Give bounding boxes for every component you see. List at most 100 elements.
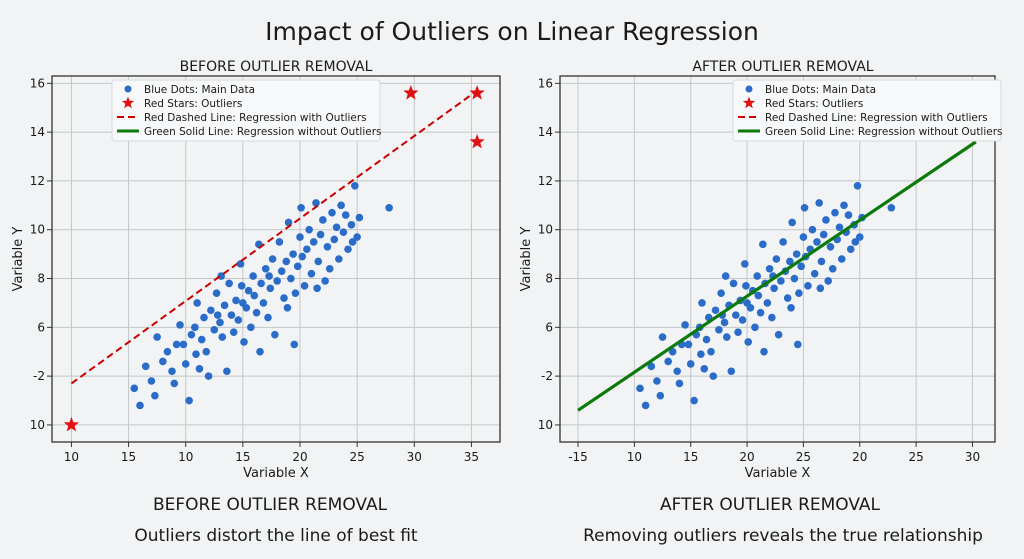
data-point xyxy=(236,260,245,268)
data-point xyxy=(355,213,364,222)
legend-label: Red Dashed Line: Regression with Outlier… xyxy=(765,112,988,124)
y-tick-label: 10 xyxy=(538,418,553,432)
data-point xyxy=(282,257,291,266)
data-point xyxy=(330,235,339,244)
data-point xyxy=(185,396,193,405)
data-point xyxy=(321,277,329,285)
y-tick-label: 14 xyxy=(538,125,553,139)
data-point xyxy=(799,233,808,241)
data-point xyxy=(751,323,759,332)
data-point xyxy=(170,379,179,388)
data-point xyxy=(192,350,200,358)
data-point xyxy=(273,277,281,285)
x-tick-label: 30 xyxy=(965,450,980,464)
data-point xyxy=(786,257,794,266)
legend-label: Red Stars: Outliers xyxy=(765,98,863,110)
x-axis-label: Variable X xyxy=(243,466,309,481)
data-point xyxy=(210,325,219,334)
y-tick-label: 14 xyxy=(30,125,45,139)
data-point xyxy=(232,296,240,305)
legend-label: Blue Dots: Main Data xyxy=(765,84,876,96)
data-point xyxy=(163,347,172,356)
data-point xyxy=(195,365,204,373)
data-point xyxy=(264,313,272,322)
data-point xyxy=(700,365,709,373)
data-point xyxy=(252,308,261,317)
data-point xyxy=(153,333,161,341)
data-point xyxy=(793,340,802,349)
data-point xyxy=(756,308,765,317)
x-tick-label: 15 xyxy=(235,450,250,464)
data-point xyxy=(828,264,837,273)
data-point xyxy=(727,367,736,376)
data-point xyxy=(234,316,243,324)
data-point xyxy=(853,182,862,190)
data-point xyxy=(218,333,227,341)
data-point xyxy=(717,289,725,297)
y-tick-label: 12 xyxy=(538,174,553,188)
left-chart-title: BEFORE OUTLIER REMOVAL xyxy=(180,59,373,75)
data-point xyxy=(300,282,309,290)
data-point xyxy=(247,323,255,332)
data-point xyxy=(690,396,698,405)
x-tick-label: 25 xyxy=(350,450,365,464)
data-point xyxy=(257,279,265,288)
y-tick-label: 10 xyxy=(30,418,45,432)
data-point xyxy=(335,255,343,263)
data-point xyxy=(242,304,251,312)
data-point xyxy=(275,238,284,246)
data-point xyxy=(266,284,275,293)
outlier-star xyxy=(469,85,485,100)
outlier-star xyxy=(403,85,419,100)
data-point xyxy=(197,335,206,344)
data-point xyxy=(323,243,332,251)
data-point xyxy=(738,316,747,324)
data-point xyxy=(787,304,795,312)
left-caption-text: Outliers distort the line of best fit xyxy=(134,526,418,546)
data-point xyxy=(707,347,715,356)
data-point xyxy=(347,221,356,229)
x-tick-label: -15 xyxy=(568,450,588,464)
data-point xyxy=(303,245,311,254)
right-caption-text: Removing outliers reveals the true relat… xyxy=(583,526,983,546)
data-point xyxy=(328,208,336,217)
data-point xyxy=(229,328,238,337)
legend-label: Red Stars: Outliers xyxy=(144,98,242,110)
data-point xyxy=(159,357,167,366)
data-point xyxy=(774,330,783,339)
y-tick-label: 10 xyxy=(538,223,553,237)
legend-label: Green Solid Line: Regression without Out… xyxy=(765,126,1003,138)
data-point xyxy=(826,243,835,251)
data-point xyxy=(816,284,825,293)
data-point xyxy=(351,182,359,190)
data-point xyxy=(729,279,738,288)
data-point xyxy=(698,299,706,307)
main-title: Impact of Outliers on Linear Regression xyxy=(265,17,759,46)
data-point xyxy=(777,277,785,285)
data-point xyxy=(202,347,211,356)
right-chart-title: AFTER OUTLIER REMOVAL xyxy=(692,59,873,75)
data-point xyxy=(792,250,801,258)
x-axis-label: Variable X xyxy=(745,466,811,481)
plot-frame xyxy=(559,75,996,443)
data-point xyxy=(147,377,156,385)
data-point xyxy=(213,311,222,319)
data-point xyxy=(742,282,750,290)
data-point xyxy=(181,360,190,368)
data-point xyxy=(734,328,742,337)
data-point xyxy=(305,225,313,234)
data-point xyxy=(293,262,302,271)
data-point xyxy=(770,284,778,293)
data-point xyxy=(287,274,295,283)
data-point xyxy=(298,252,307,261)
data-point xyxy=(313,284,321,293)
data-point xyxy=(684,340,693,349)
plot-marks xyxy=(577,140,977,412)
data-point xyxy=(291,289,300,297)
x-tick-label: 10 xyxy=(178,450,193,464)
data-point xyxy=(290,340,299,349)
data-point xyxy=(319,216,327,224)
data-point xyxy=(220,301,229,310)
data-point xyxy=(289,250,297,258)
data-point xyxy=(804,282,812,290)
